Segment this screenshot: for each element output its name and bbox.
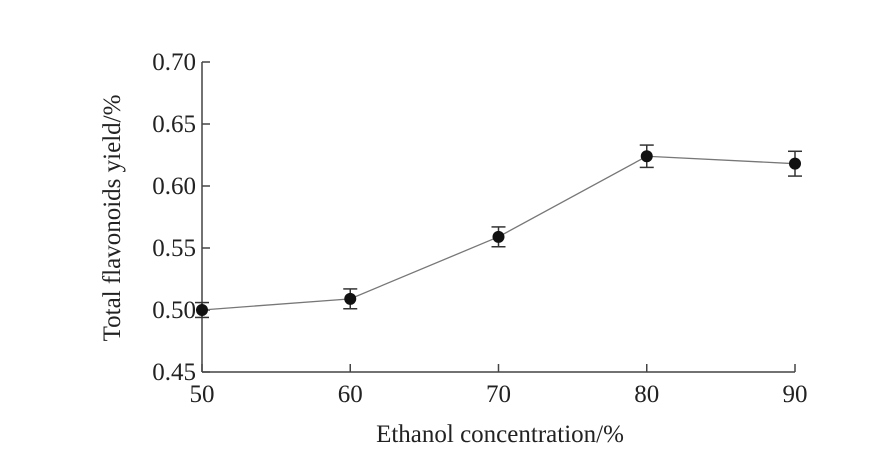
x-axis-title: Ethanol concentration/% [376, 421, 624, 448]
x-tick-label: 70 [486, 381, 511, 408]
x-tick-label: 80 [634, 381, 659, 408]
data-point [344, 292, 357, 305]
x-tick-label: 90 [783, 381, 808, 408]
y-tick-label: 0.70 [152, 49, 196, 76]
data-point [196, 304, 208, 316]
data-point [789, 157, 801, 170]
x-tick-label: 50 [190, 381, 215, 408]
data-point [640, 150, 653, 163]
y-tick-label: 0.65 [152, 111, 196, 138]
data-point [492, 230, 505, 243]
y-tick-label: 0.50 [152, 297, 196, 324]
y-tick-label: 0.60 [152, 173, 196, 200]
y-tick-label: 0.55 [152, 235, 196, 262]
x-tick-label: 60 [338, 381, 363, 408]
y-tick-label: 0.45 [152, 359, 196, 386]
y-axis-title: Total flavonoids yield/% [99, 95, 126, 342]
